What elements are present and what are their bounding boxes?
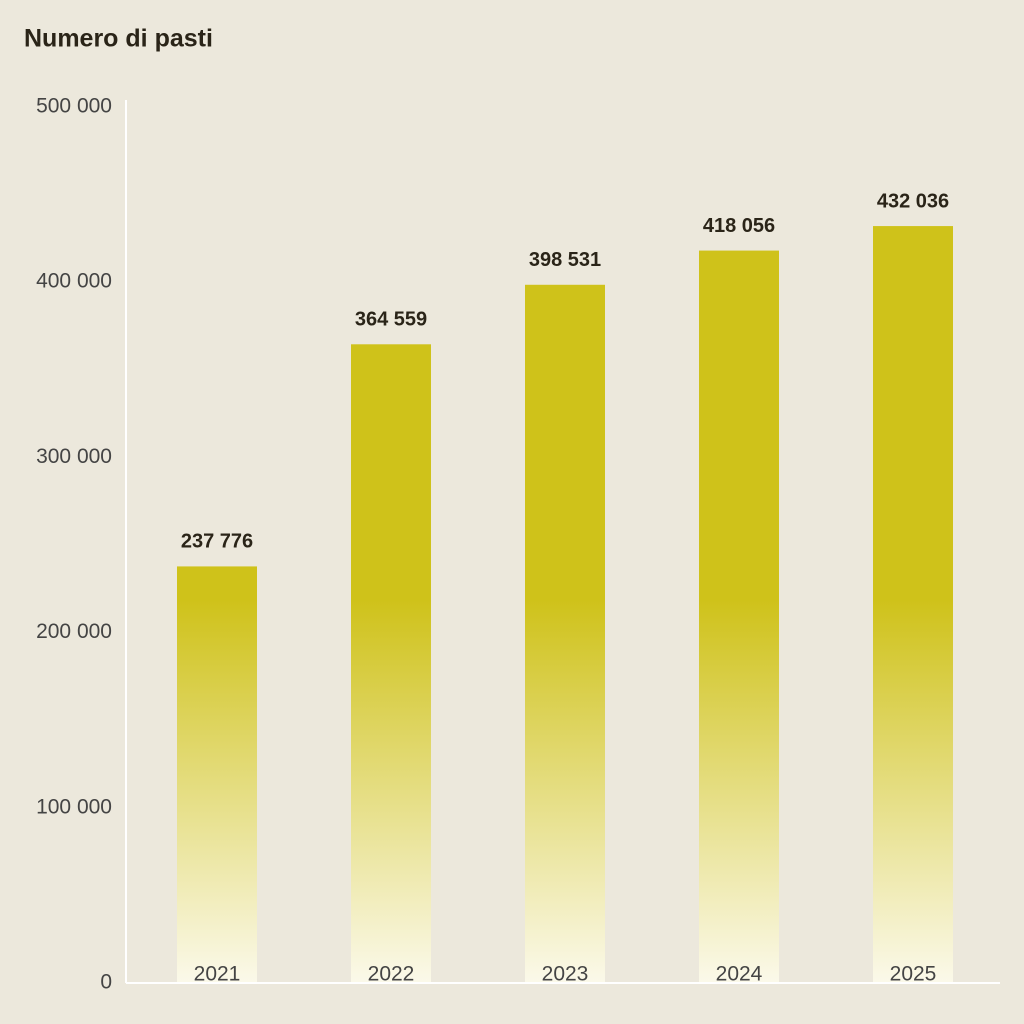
chart-title: Numero di pasti	[24, 25, 213, 53]
x-tick-label: 2023	[542, 963, 589, 986]
bar	[177, 566, 257, 983]
bar	[351, 344, 431, 984]
value-label: 418 056	[703, 215, 775, 237]
y-tick-label: 200 000	[36, 620, 112, 643]
bar	[699, 250, 779, 983]
x-tick-label: 2024	[716, 963, 763, 986]
x-tick-label: 2021	[194, 963, 241, 986]
value-label: 237 776	[181, 531, 253, 553]
bar	[873, 226, 953, 983]
value-label: 432 036	[877, 190, 949, 212]
y-tick-label: 400 000	[36, 270, 112, 293]
value-label: 364 559	[355, 309, 427, 331]
y-tick-label: 300 000	[36, 445, 112, 468]
x-tick-label: 2022	[368, 963, 415, 986]
value-label: 398 531	[529, 249, 601, 271]
y-tick-label: 0	[100, 971, 112, 994]
y-tick-label: 100 000	[36, 795, 112, 818]
bar	[525, 284, 605, 983]
y-tick-label: 500 000	[36, 95, 112, 118]
x-tick-label: 2025	[890, 963, 937, 986]
